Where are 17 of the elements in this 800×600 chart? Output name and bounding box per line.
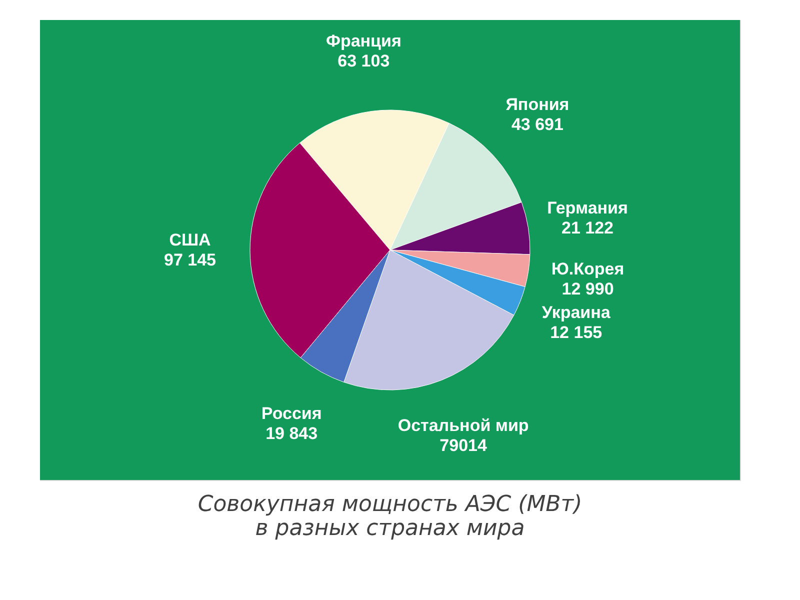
data-label: 43 691	[511, 114, 564, 134]
slice-label: Остальной мир	[398, 416, 529, 436]
data-label: 63 103	[338, 52, 390, 71]
data-label: 97 145	[164, 250, 216, 270]
slice-label: США	[169, 230, 211, 250]
slice-label: Украина	[542, 303, 611, 322]
data-label: 12 155	[550, 323, 602, 342]
data-label: 19 843	[266, 424, 318, 444]
slice-label: Ю.Корея	[551, 260, 624, 279]
slice-label: Франция	[326, 32, 402, 51]
slice-label: Япония	[506, 94, 570, 114]
data-label: 12 990	[562, 280, 614, 299]
text: Совокупная мощность АЭС (МВт) в разных странах мира	[198, 492, 582, 541]
data-label: 21 122	[561, 218, 614, 238]
slice-label: Германия	[547, 198, 628, 218]
data-label: 79014	[440, 436, 488, 456]
slice-label: Россия	[261, 404, 322, 424]
